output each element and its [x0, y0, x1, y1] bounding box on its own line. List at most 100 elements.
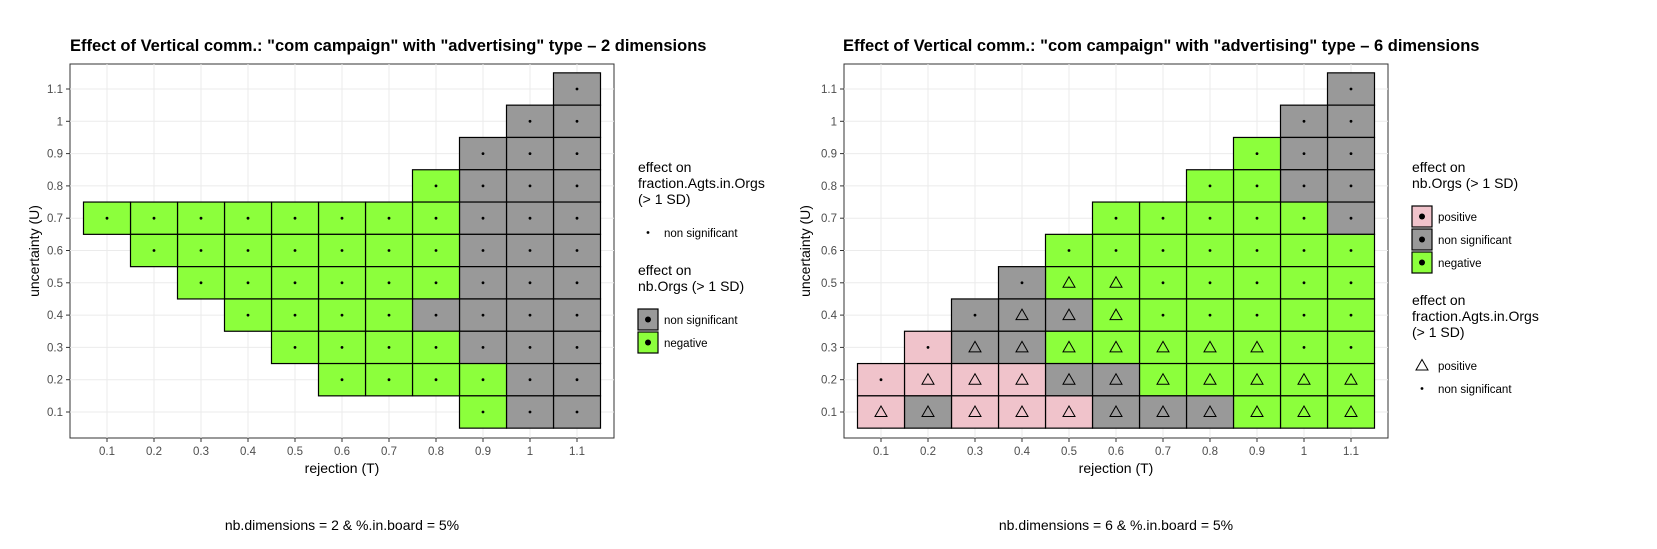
triangle-marker	[968, 404, 982, 417]
dot-marker	[246, 281, 250, 285]
heatmap-cell	[1044, 298, 1094, 332]
dot-marker	[1255, 152, 1259, 156]
dot-marker	[575, 410, 579, 414]
dot-marker	[293, 216, 297, 220]
heatmap-cell	[1091, 298, 1141, 332]
heatmap-cell	[1232, 330, 1282, 365]
triangle-marker	[1109, 340, 1123, 353]
x-tick-label: 0.9	[475, 446, 491, 458]
dot-marker	[1302, 152, 1306, 156]
dot-marker	[973, 313, 977, 317]
dot-marker	[528, 216, 532, 220]
heatmap-cell	[997, 298, 1047, 332]
dot-marker	[246, 216, 250, 220]
triangle-marker	[1250, 372, 1264, 385]
dot-marker	[199, 281, 203, 285]
triangle-marker	[1156, 404, 1170, 417]
dot-marker	[1349, 87, 1353, 91]
triangle-marker	[1015, 340, 1029, 353]
x-axis-title: rejection (T)	[1079, 460, 1154, 476]
dot-marker	[434, 346, 438, 349]
y-tick-label: 1.1	[47, 84, 63, 96]
dot-marker	[1114, 216, 1118, 220]
triangle-marker	[1250, 340, 1264, 353]
legend-label: negative	[664, 338, 707, 350]
triangle-marker	[1297, 404, 1311, 417]
dot-marker	[1302, 313, 1306, 317]
triangle-marker	[1062, 275, 1076, 288]
legend-key-dot	[645, 316, 651, 323]
y-tick-label: 0.7	[821, 213, 837, 225]
heatmap-cell	[856, 395, 906, 429]
legend-label: non significant	[1438, 235, 1512, 247]
triangle-marker	[1015, 404, 1029, 417]
dot-marker	[528, 313, 532, 317]
x-tick-label: 0.1	[873, 446, 889, 458]
heatmap-cell	[1279, 395, 1329, 429]
dot-marker	[575, 249, 579, 252]
triangle-marker	[968, 340, 982, 353]
dot-marker	[1349, 216, 1353, 220]
x-tick-label: 0.7	[1155, 446, 1171, 458]
y-tick-label: 0.4	[821, 310, 838, 322]
heatmap-cell	[1279, 362, 1329, 397]
triangle-marker	[1109, 308, 1123, 321]
x-axis-title: rejection (T)	[305, 460, 380, 476]
x-tick-label: 0.2	[146, 446, 162, 458]
dot-marker	[1255, 281, 1259, 285]
legend-label: non significant	[664, 315, 738, 327]
triangle-marker	[1203, 372, 1217, 385]
heatmap-cell	[950, 298, 1000, 332]
dot-marker	[340, 281, 344, 285]
legend-title: (> 1 SD)	[1412, 324, 1465, 340]
heatmap-cell	[1138, 395, 1188, 429]
heatmap-cell	[1091, 266, 1141, 300]
chart-title: Effect of Vertical comm.: "com campaign"…	[70, 37, 706, 55]
dot-marker	[575, 281, 579, 285]
triangle-marker	[1297, 372, 1311, 385]
triangle-marker	[1203, 340, 1217, 353]
x-tick-label: 0.3	[967, 446, 983, 458]
legend-title: nb.Orgs (> 1 SD)	[638, 278, 744, 294]
legend-title: effect on	[1412, 159, 1465, 175]
heatmap-cell	[997, 330, 1047, 365]
dot-marker	[575, 378, 579, 382]
x-tick-label: 0.7	[381, 446, 397, 458]
triangle-marker	[921, 372, 935, 385]
dot-marker	[528, 152, 532, 156]
heatmap-cell	[997, 362, 1047, 397]
heatmap-cell	[1326, 362, 1376, 397]
dot-marker	[1161, 313, 1165, 317]
x-tick-label: 0.2	[920, 446, 936, 458]
y-tick-label: 0.6	[47, 246, 63, 258]
y-tick-label: 1	[831, 116, 837, 128]
dot-marker	[1349, 313, 1353, 317]
dot-marker	[481, 410, 485, 414]
caption: nb.dimensions = 2 & %.in.board = 5%	[225, 517, 459, 533]
y-tick-label: 0.2	[47, 375, 63, 387]
dot-marker	[1302, 216, 1306, 220]
triangle-marker	[1156, 372, 1170, 385]
dot-marker	[1114, 249, 1118, 252]
y-axis-title: uncertainty (U)	[797, 205, 813, 297]
dot-marker	[1208, 281, 1212, 285]
y-tick-label: 0.9	[47, 149, 63, 161]
caption: nb.dimensions = 6 & %.in.board = 5%	[999, 517, 1233, 533]
y-tick-label: 0.6	[821, 246, 837, 258]
y-tick-label: 0.3	[821, 342, 837, 354]
dot-marker	[340, 249, 344, 252]
heatmap-cell	[903, 395, 953, 429]
legend-label: negative	[1438, 258, 1481, 270]
legend-title: effect on	[1412, 292, 1465, 308]
legend-key-dot	[1420, 387, 1424, 390]
x-tick-label: 0.5	[287, 446, 303, 458]
triangle-marker	[1156, 340, 1170, 353]
dot-marker	[528, 281, 532, 285]
heatmap-cell	[364, 201, 414, 235]
dot-marker	[575, 87, 579, 91]
dot-marker	[1349, 119, 1353, 123]
legend-label: positive	[1438, 212, 1477, 224]
